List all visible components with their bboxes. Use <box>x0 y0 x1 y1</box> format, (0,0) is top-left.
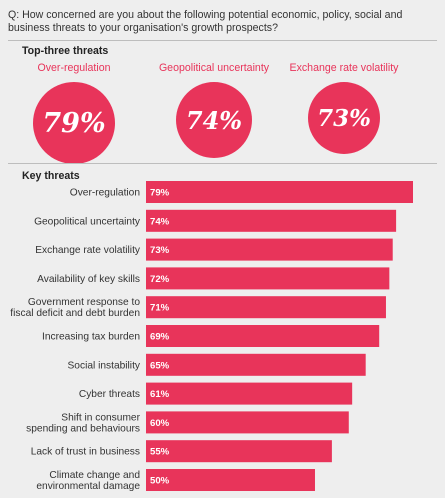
bar-value-label: 50% <box>150 476 170 487</box>
category-label: Geopolitical uncertainty <box>34 216 141 227</box>
top-threat-3-value: 73% <box>308 82 380 154</box>
bar-2 <box>146 209 397 232</box>
category-label: Exchange rate volatility <box>35 245 141 256</box>
bar-7 <box>146 353 366 376</box>
top-threat-2-value: 74% <box>176 82 252 158</box>
bar-6 <box>146 325 380 347</box>
category-label: Social instability <box>68 360 141 371</box>
category-label: Lack of trust in business <box>31 447 140 458</box>
bar-value-label: 69% <box>150 332 170 343</box>
category-label: Climate change and environmental damage <box>36 470 140 492</box>
bar-3 <box>146 238 393 261</box>
divider <box>8 163 437 164</box>
bar-value-label: 60% <box>150 418 170 429</box>
top-three-title: Top-three threats <box>22 45 109 57</box>
bar-value-label: 65% <box>150 360 170 371</box>
chart-title: Key threats <box>22 170 80 182</box>
bar-5 <box>146 296 386 319</box>
bar-10 <box>146 440 332 463</box>
category-label: Over-regulation <box>70 188 140 199</box>
divider <box>8 40 437 41</box>
category-label: Shift in consumer spending and behaviours <box>26 412 140 434</box>
top-threat-2-label: Geopolitical uncertainty <box>158 62 270 74</box>
bar-11 <box>146 469 315 491</box>
top-threat-3-label: Exchange rate volatility <box>289 62 399 74</box>
bar-value-label: 79% <box>150 188 170 199</box>
category-label: Availability of key skills <box>37 274 140 285</box>
bar-9 <box>146 411 349 434</box>
bar-value-label: 61% <box>150 389 170 400</box>
bar-1 <box>146 181 413 203</box>
survey-question: Q: How concerned are you about the follo… <box>8 9 403 34</box>
top-threat-1: Over-regulation 79% <box>22 62 126 164</box>
bar-value-label: 72% <box>150 274 170 285</box>
top-threat-1-value: 79% <box>33 82 115 164</box>
top-threat-2: Geopolitical uncertainty 74% <box>158 62 270 158</box>
bar-8 <box>146 382 353 405</box>
top-threat-3: Exchange rate volatility 73% <box>288 62 400 154</box>
category-label: Government response to fiscal deficit and… <box>10 297 140 319</box>
category-label: Cyber threats <box>79 389 140 400</box>
bar-value-label: 71% <box>150 303 170 314</box>
category-label: Increasing tax burden <box>42 332 140 343</box>
top-threat-1-label: Over-regulation <box>37 62 111 74</box>
bar-value-label: 55% <box>150 447 170 458</box>
bar-value-label: 74% <box>150 216 170 227</box>
bar-4 <box>146 267 390 290</box>
bar-value-label: 73% <box>150 245 170 256</box>
